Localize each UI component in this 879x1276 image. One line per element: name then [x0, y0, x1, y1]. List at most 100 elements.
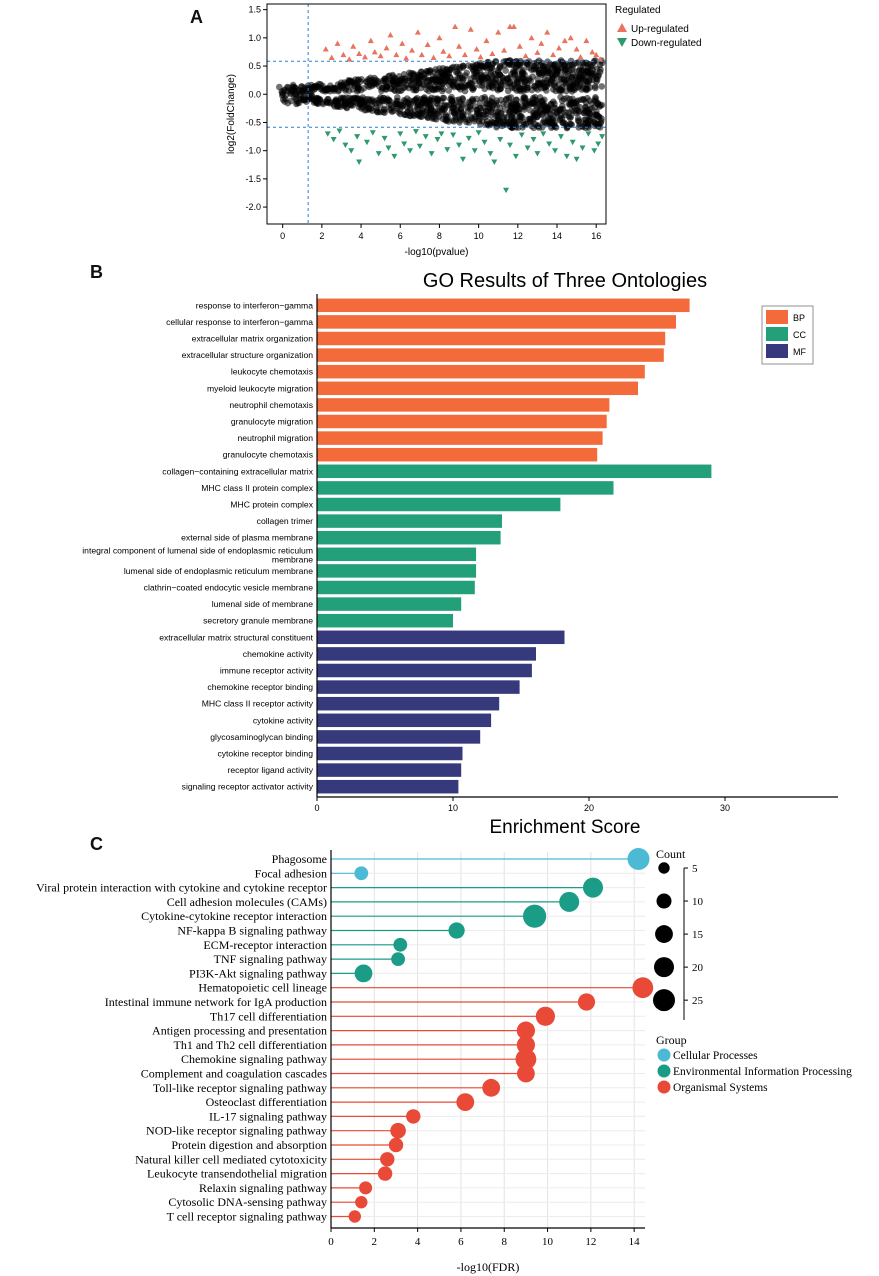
ns-point [281, 98, 289, 105]
ns-point [455, 102, 462, 110]
ns-point [305, 95, 313, 103]
bar-label: integral component of lumenal side of en… [82, 545, 313, 555]
bar [317, 481, 614, 495]
x-tick-label: 10 [448, 803, 458, 813]
up-point [436, 34, 443, 41]
bar-label: leukocyte chemotaxis [231, 367, 313, 377]
pathway-label: Complement and coagulation cascades [141, 1067, 328, 1081]
down-point [546, 141, 553, 147]
ns-point [530, 124, 537, 132]
down-point [465, 135, 472, 142]
ns-point [544, 70, 552, 77]
count-legend-label: 10 [692, 896, 704, 908]
legend-label: MF [793, 347, 806, 357]
ns-point [595, 113, 603, 121]
ns-point [581, 107, 589, 115]
count-legend-circle [653, 989, 675, 1012]
bar-label: MHC protein complex [230, 500, 313, 510]
ns-point [494, 86, 502, 94]
bar-label: collagen trimer [257, 516, 313, 526]
ns-point [381, 75, 389, 82]
up-point [510, 23, 517, 29]
bar [317, 431, 603, 445]
ns-point [520, 93, 528, 101]
ns-point [306, 87, 314, 95]
down-point [530, 136, 537, 143]
lollipop-point [448, 922, 465, 939]
ns-point [469, 86, 477, 93]
ns-point [427, 103, 435, 111]
ns-point [535, 57, 543, 64]
bar-label: extracellular structure organization [182, 350, 314, 360]
lollipop-point [516, 1021, 536, 1040]
pathway-label: Th17 cell differentiation [210, 1009, 327, 1023]
down-point [518, 132, 525, 138]
ns-point [481, 62, 489, 70]
ns-point [289, 81, 297, 89]
down-point [342, 142, 349, 149]
ns-point [563, 94, 571, 102]
ns-point [596, 68, 604, 76]
ns-point [352, 80, 359, 87]
down-point [369, 130, 376, 136]
lollipop-point [377, 1166, 393, 1181]
ns-point [362, 96, 369, 103]
x-tick-label: 2 [319, 231, 324, 241]
up-point [538, 40, 545, 46]
ns-point [571, 86, 578, 94]
bar-label: membrane [272, 554, 313, 564]
ns-point [284, 84, 292, 91]
up-point [583, 37, 590, 44]
volcano-plot: 0 2 4 6 8 10 12 14 16 1.5 1.0 0.5 0.0 -0.5 -1.0 -1.5 -2.… [226, 3, 702, 258]
ns-point [391, 75, 399, 82]
ns-point [396, 87, 404, 94]
bar [317, 580, 475, 595]
up-point [356, 50, 363, 57]
ns-point [544, 58, 551, 65]
down-point [487, 151, 494, 157]
ns-point [374, 108, 382, 116]
up-point [334, 40, 341, 46]
x-tick-label: 12 [513, 231, 523, 241]
bar [317, 713, 492, 728]
bar-label: granulocyte chemotaxis [223, 450, 313, 460]
ns-point [493, 102, 501, 109]
lollipop-point [354, 964, 373, 983]
ns-point [465, 81, 473, 89]
count-legend-label: 20 [692, 962, 704, 974]
ns-point [582, 85, 590, 93]
pathway-label: Intestinal immune network for IgA produc… [105, 995, 327, 1009]
ns-point [593, 108, 600, 116]
ns-point [504, 87, 512, 95]
group-legend-marker [657, 1080, 671, 1094]
ns-point [418, 107, 426, 114]
count-legend-label: 15 [692, 929, 704, 941]
ns-point [387, 106, 394, 114]
down-point [438, 131, 445, 137]
bar [317, 398, 610, 412]
bar-label: chemokine receptor binding [207, 682, 313, 692]
ns-point [535, 67, 542, 74]
group-legend-marker [657, 1048, 671, 1062]
up-point [550, 51, 557, 58]
ns-point [495, 108, 502, 116]
ns-point [406, 72, 414, 80]
x-axis-label: Enrichment Score [489, 817, 640, 838]
bar-label: cellular response to interferon−gamma [166, 317, 313, 327]
lollipop-point [390, 1122, 406, 1139]
lollipop-point [559, 891, 580, 912]
down-point [330, 136, 337, 143]
ns-point [564, 70, 571, 78]
y-tick-label: -1.5 [245, 174, 261, 184]
group-legend-label: Organismal Systems [673, 1082, 768, 1094]
ns-point [418, 68, 426, 76]
ns-point [529, 117, 536, 125]
pathway-label: Chemokine signaling pathway [181, 1052, 327, 1066]
ns-point [521, 78, 529, 86]
pathway-label: Phagosome [272, 852, 327, 866]
bar-label: external side of plasma membrane [181, 533, 313, 543]
ns-point [387, 85, 395, 93]
ns-point [382, 85, 390, 93]
up-point [495, 29, 502, 35]
